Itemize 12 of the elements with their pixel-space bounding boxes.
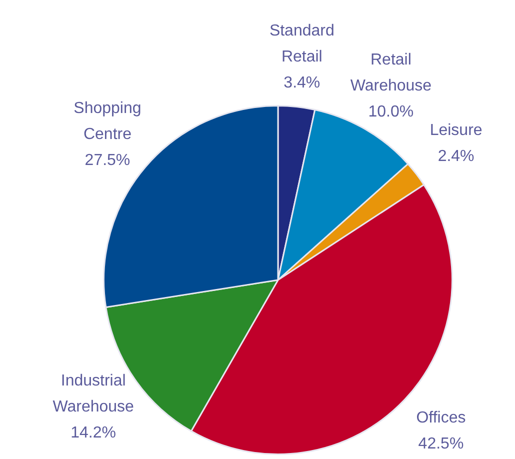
slice-label: Retail Warehouse	[350, 52, 432, 95]
data-label: 14.2%	[70, 424, 116, 442]
data-label: 2.4%	[438, 148, 474, 166]
data-label: 3.4%	[284, 74, 320, 92]
data-label: 27.5%	[84, 152, 130, 169]
slice-label: Shopping Centre	[74, 100, 142, 143]
slice-label: Industrial Warehouse	[52, 372, 134, 416]
slice-label: Offices	[416, 409, 466, 426]
slice-label: Leisure	[430, 122, 482, 140]
slice-label: Standard Retail	[269, 22, 334, 66]
data-label: 10.0%	[368, 104, 414, 121]
data-label: 42.5%	[418, 435, 464, 452]
